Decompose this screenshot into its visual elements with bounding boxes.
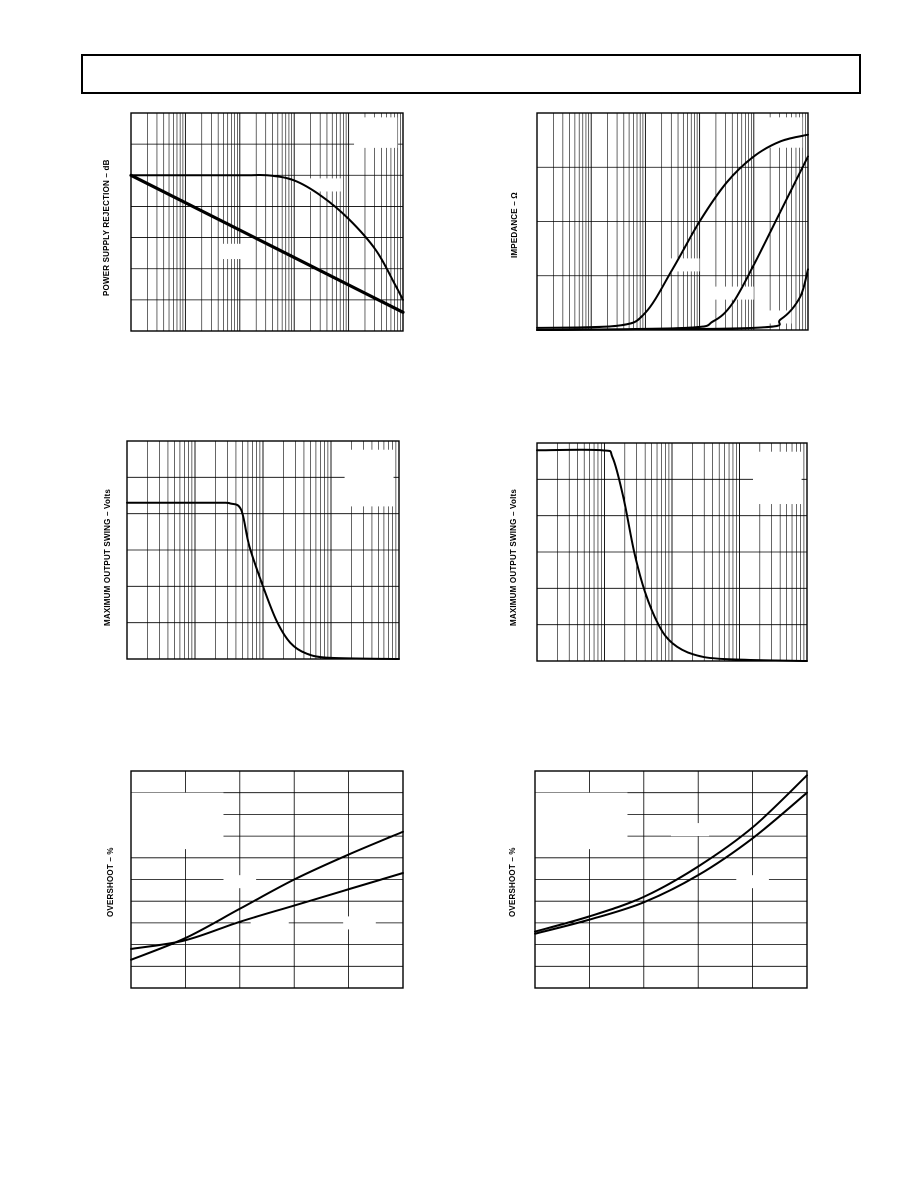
legend-box bbox=[736, 875, 769, 889]
y-axis-label-swing-left: MAXIMUM OUTPUT SWING – Volts bbox=[103, 488, 112, 626]
legend-box bbox=[343, 916, 376, 930]
chart-impedance bbox=[536, 112, 809, 331]
y-axis-label-impedance: IMPEDANCE – Ω bbox=[510, 192, 519, 258]
grid-impedance bbox=[536, 113, 808, 330]
legend-box bbox=[223, 875, 257, 889]
y-axis-label-psr: POWER SUPPLY REJECTION – dB bbox=[102, 159, 111, 296]
legend-box bbox=[535, 792, 628, 850]
plot-frame bbox=[536, 442, 808, 662]
series-line-2 bbox=[129, 173, 405, 314]
legend-box bbox=[759, 117, 803, 148]
grid-swing-left bbox=[126, 441, 399, 659]
chart-overshoot-left bbox=[130, 770, 404, 989]
series-line-1 bbox=[130, 173, 404, 301]
legend-box bbox=[250, 916, 289, 930]
legend-box bbox=[753, 451, 802, 505]
chart-overshoot-right bbox=[534, 770, 808, 989]
series-line-1 bbox=[536, 133, 809, 329]
y-axis-label-swing-right: MAXIMUM OUTPUT SWING – Volts bbox=[509, 488, 518, 626]
legend-box bbox=[220, 243, 254, 260]
legend-box bbox=[307, 178, 341, 192]
y-axis-label-overshoot-right: OVERSHOOT – % bbox=[508, 847, 517, 917]
series-line-3 bbox=[536, 268, 809, 331]
legend-box bbox=[354, 117, 398, 148]
plot-frame bbox=[126, 440, 400, 660]
legend-box bbox=[131, 792, 224, 850]
chart-swing-right bbox=[536, 442, 808, 662]
page-header-box bbox=[81, 54, 861, 94]
chart-psr bbox=[129, 112, 405, 332]
legend-box bbox=[764, 310, 792, 324]
plot-frame bbox=[130, 112, 404, 332]
plot-frame bbox=[130, 770, 404, 989]
legend-box bbox=[713, 286, 754, 300]
plot-frame bbox=[534, 770, 808, 989]
series-line-1 bbox=[126, 501, 400, 660]
series-line-2 bbox=[534, 791, 808, 935]
legend-box bbox=[667, 258, 700, 272]
legend-box bbox=[671, 823, 710, 837]
y-axis-label-overshoot-left: OVERSHOOT – % bbox=[106, 847, 115, 917]
chart-swing-left bbox=[126, 440, 400, 660]
series-line-1 bbox=[536, 448, 808, 662]
series-line-1 bbox=[130, 830, 404, 961]
legend-box bbox=[344, 449, 394, 507]
series-line-1 bbox=[534, 774, 808, 933]
series-line-2 bbox=[536, 155, 809, 331]
series-line-2 bbox=[130, 871, 404, 950]
